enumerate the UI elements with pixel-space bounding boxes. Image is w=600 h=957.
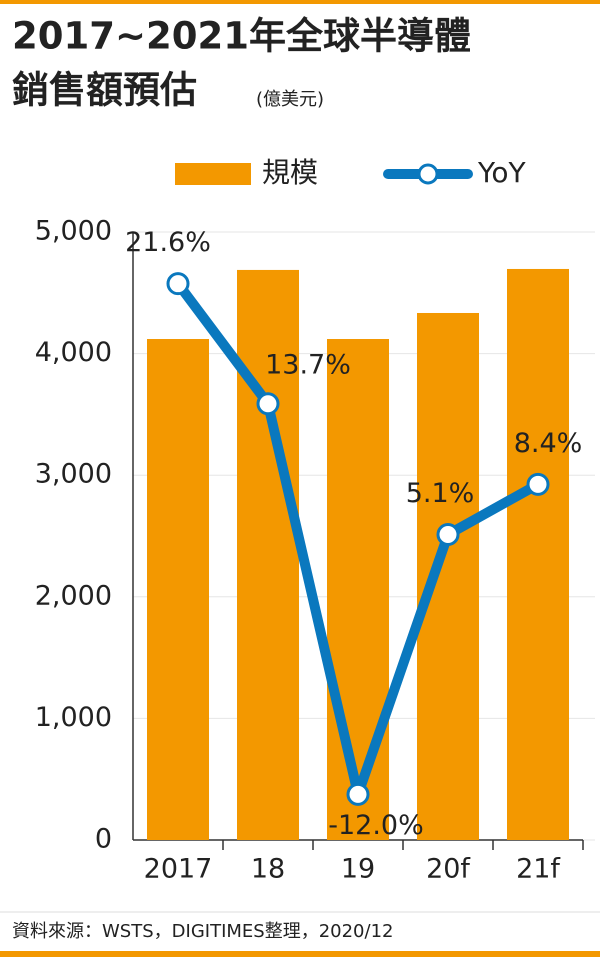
x-tick-label: 19 — [341, 854, 375, 885]
line-marker — [526, 472, 550, 496]
x-tick-label: 18 — [251, 854, 285, 885]
legend-label: YoY — [477, 156, 527, 189]
source-note: 資料來源：WSTS，DIGITIMES整理，2020/12 — [12, 921, 393, 942]
data-label: 13.7% — [265, 349, 351, 380]
legend-marker — [417, 163, 439, 185]
x-tick-label: 21f — [516, 854, 561, 885]
y-tick-label: 4,000 — [35, 337, 112, 368]
x-tick-label: 20f — [426, 854, 471, 885]
y-tick-label: 1,000 — [35, 702, 112, 733]
bar — [507, 268, 569, 840]
chart-title: 2017~2021年全球半導體 — [12, 15, 471, 58]
data-label: 5.1% — [406, 478, 475, 509]
line-marker — [166, 272, 190, 296]
bar — [417, 312, 479, 840]
legend-label: 規模 — [262, 156, 318, 189]
unit-label: (億美元) — [256, 89, 324, 110]
bar — [147, 339, 209, 840]
line-marker — [436, 522, 460, 546]
legend-swatch — [175, 163, 251, 185]
chart-title: 銷售額預估 — [12, 69, 197, 112]
y-tick-label: 0 — [95, 824, 112, 855]
y-tick-label: 3,000 — [35, 459, 112, 490]
bottom-strip — [0, 951, 600, 957]
line-marker — [346, 782, 370, 806]
bar — [327, 339, 389, 840]
bar — [237, 269, 299, 840]
y-tick-label: 2,000 — [35, 580, 112, 611]
y-tick-label: 5,000 — [35, 216, 112, 247]
data-label: -12.0% — [328, 810, 424, 841]
data-label: 8.4% — [514, 428, 583, 459]
top-strip — [0, 0, 600, 4]
line-marker — [256, 392, 280, 416]
x-tick-label: 2017 — [144, 854, 213, 885]
data-label: 21.6% — [125, 227, 211, 258]
